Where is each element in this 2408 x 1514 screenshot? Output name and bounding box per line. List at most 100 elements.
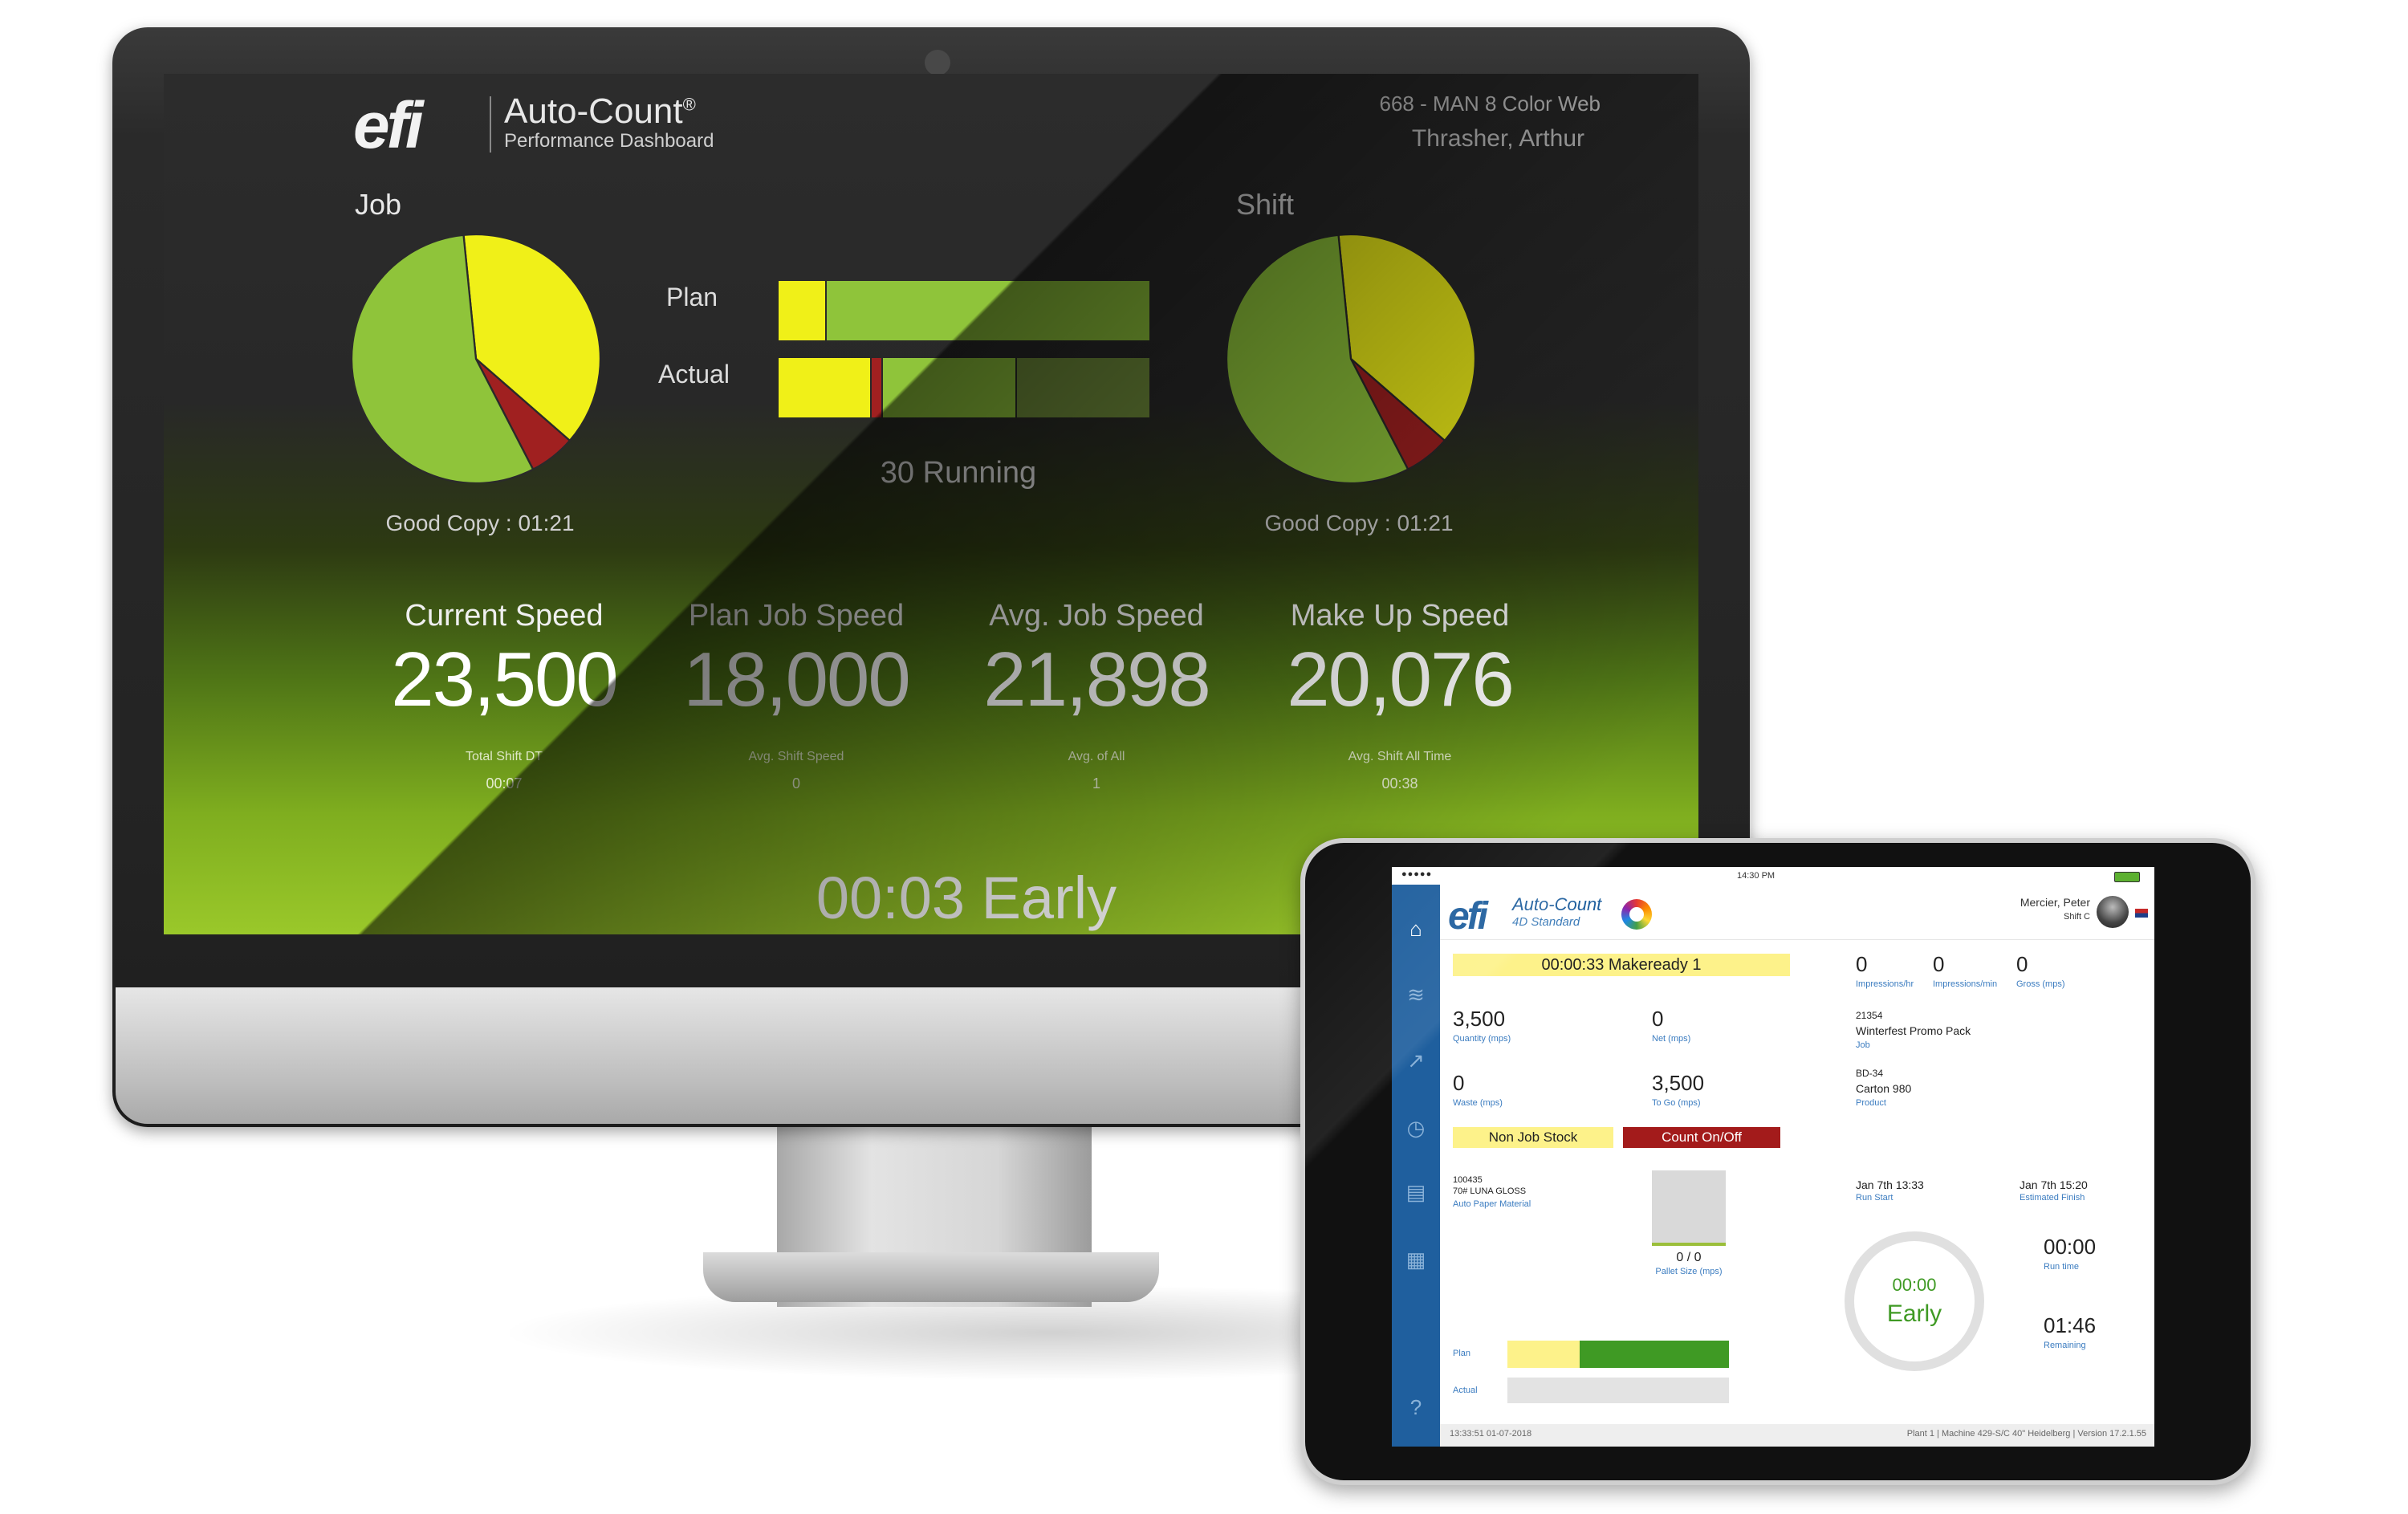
remaining-value: 01:46	[2044, 1313, 2097, 1337]
status-time: 14:30 PM	[1737, 871, 1775, 881]
efi-logo: efi	[353, 89, 424, 162]
footer-timestamp: 13:33:51 01-07-2018	[1450, 1429, 1532, 1439]
plan-job-speed-value: 18,000	[683, 637, 911, 722]
quantity-value: 3,500	[1453, 1007, 1506, 1031]
gross-value: 0	[2016, 952, 2028, 976]
signal-icon: ●●●●●	[1401, 869, 1433, 879]
home-icon[interactable]: ⌂	[1409, 917, 1422, 941]
non-job-stock-button[interactable]: Non Job Stock	[1453, 1127, 1613, 1148]
makeready-status[interactable]: 00:00:33 Makeready 1	[1453, 954, 1790, 976]
actual-bar	[779, 358, 1151, 417]
avg-job-speed-sub-label: Avg. of All	[1068, 750, 1125, 763]
product-caption: Product	[1856, 1098, 1886, 1108]
run-time-caption: Run time	[2044, 1262, 2080, 1272]
actual-bar-segment-warn	[779, 358, 870, 417]
pallet-caption: Pallet Size (mps)	[1655, 1267, 1723, 1276]
actual-bar-segment-dark	[1017, 358, 1149, 417]
run-start-value: Jan 7th 13:33	[1856, 1178, 1924, 1191]
schedule-ring-time: 00:00	[1892, 1275, 1937, 1295]
actual-bar-label: Actual	[658, 360, 730, 389]
run-time-value: 00:00	[2044, 1235, 2097, 1259]
actual-bar-segment-good	[883, 358, 1015, 417]
layers-icon[interactable]: ≋	[1407, 983, 1425, 1007]
plan-job-speed-label: Plan Job Speed	[688, 599, 905, 633]
gross-caption: Gross (mps)	[2016, 979, 2065, 989]
job-section-label: Job	[355, 188, 402, 221]
flag-icon[interactable]	[2135, 909, 2148, 918]
plan-bar	[779, 281, 1151, 340]
estimated-finish-value: Jan 7th 15:20	[2020, 1178, 2088, 1191]
tablet-status-bar	[1392, 867, 2154, 885]
actual-bar-segment-bad	[872, 358, 881, 417]
calendar-icon[interactable]: ▦	[1405, 1247, 1426, 1272]
user-name[interactable]: Mercier, Peter	[2020, 896, 2090, 909]
app-title-text: Auto-Count	[504, 92, 683, 131]
plan-bar-makeready	[1507, 1341, 1580, 1368]
tablet-efi-logo: efi	[1448, 895, 1488, 938]
running-status: 30 Running	[880, 456, 1037, 490]
report-icon[interactable]: ▤	[1405, 1180, 1426, 1204]
current-speed-value: 23,500	[391, 637, 619, 722]
remaining-caption: Remaining	[2044, 1341, 2086, 1350]
battery-icon	[2114, 872, 2140, 882]
app-title: Auto-Count®	[504, 92, 696, 132]
logo-divider	[490, 96, 491, 153]
current-speed-sub-value: 00:07	[486, 775, 523, 792]
paper-caption: Auto Paper Material	[1453, 1199, 1531, 1209]
job-number: 21354	[1856, 1010, 1883, 1021]
paper-number: 100435	[1453, 1175, 1483, 1185]
avatar[interactable]	[2097, 896, 2129, 928]
plan-job-speed-sub-value: 0	[791, 775, 800, 792]
net-caption: Net (mps)	[1652, 1034, 1691, 1044]
plan-bar-segment-warn	[779, 281, 825, 340]
job-name[interactable]: Winterfest Promo Pack	[1856, 1024, 1971, 1037]
product-name[interactable]: Carton 980	[1856, 1082, 1912, 1095]
help-icon[interactable]: ?	[1409, 1395, 1422, 1419]
user-shift: Shift C	[2063, 912, 2090, 922]
shift-section-label: Shift	[1236, 188, 1295, 221]
job-caption: Job	[1856, 1040, 1870, 1050]
waste-value: 0	[1453, 1071, 1465, 1095]
net-value: 0	[1652, 1007, 1664, 1031]
operator-name: Thrasher, Arthur	[1411, 125, 1584, 152]
monitor-stand-base	[703, 1252, 1159, 1302]
good-copy-shift: Good Copy : 01:21	[1264, 511, 1454, 535]
to-go-value: 3,500	[1652, 1071, 1705, 1095]
make-up-speed-sub-value: 00:38	[1381, 775, 1418, 792]
tablet-app-subtitle: 4D Standard	[1512, 915, 1580, 929]
good-copy-job: Good Copy : 01:21	[385, 511, 575, 535]
schedule-status: 00:03 Early	[816, 865, 1117, 931]
plan-bar-label: Plan	[666, 283, 718, 311]
plan-job-speed-sub-label: Avg. Shift Speed	[748, 750, 844, 763]
to-go-caption: To Go (mps)	[1652, 1098, 1701, 1108]
chart-icon[interactable]: ↗	[1407, 1048, 1425, 1072]
estimated-finish-caption: Estimated Finish	[2020, 1193, 2085, 1203]
actual-bar-track	[1507, 1378, 1729, 1403]
avg-job-speed-sub-value: 1	[1092, 775, 1100, 792]
tablet-plan-label: Plan	[1453, 1349, 1471, 1358]
tablet-actual-label: Actual	[1453, 1386, 1478, 1395]
impressions-hr-value: 0	[1856, 952, 1868, 976]
make-up-speed-label: Make Up Speed	[1290, 599, 1510, 633]
impressions-hr-caption: Impressions/hr	[1856, 979, 1914, 989]
paper-name: 70# LUNA GLOSS	[1453, 1186, 1527, 1196]
footer-machine-info: Plant 1 | Machine 429-S/C 40" Heidelberg…	[1906, 1429, 2146, 1439]
shift-pie-chart	[1226, 234, 1475, 483]
impressions-min-caption: Impressions/min	[1933, 979, 1998, 989]
sidebar: ⌂ ≋ ↗ ◷ ▤ ▦ ?	[1392, 885, 1440, 1447]
current-speed-sub-label: Total Shift DT	[465, 750, 543, 763]
count-on-off-button[interactable]: Count On/Off	[1623, 1127, 1780, 1148]
job-pie-chart	[352, 234, 600, 483]
clock-icon[interactable]: ◷	[1406, 1116, 1426, 1140]
color-ring-hole	[1629, 907, 1644, 922]
run-start-caption: Run Start	[1856, 1193, 1893, 1203]
make-up-speed-sub-label: Avg. Shift All Time	[1348, 750, 1452, 763]
make-up-speed-value: 20,076	[1287, 637, 1515, 722]
tablet-screen: ●●●●● 14:30 PM ⌂ ≋ ↗ ◷ ▤ ▦ ? efi Auto-Co…	[1392, 867, 2154, 1447]
app-subtitle: Performance Dashboard	[504, 130, 714, 152]
registered-mark: ®	[682, 94, 696, 115]
current-speed-label: Current Speed	[405, 599, 604, 633]
machine-name: 668 - MAN 8 Color Web	[1379, 92, 1601, 116]
avg-job-speed-value: 21,898	[983, 637, 1211, 722]
impressions-min-value: 0	[1933, 952, 1945, 976]
